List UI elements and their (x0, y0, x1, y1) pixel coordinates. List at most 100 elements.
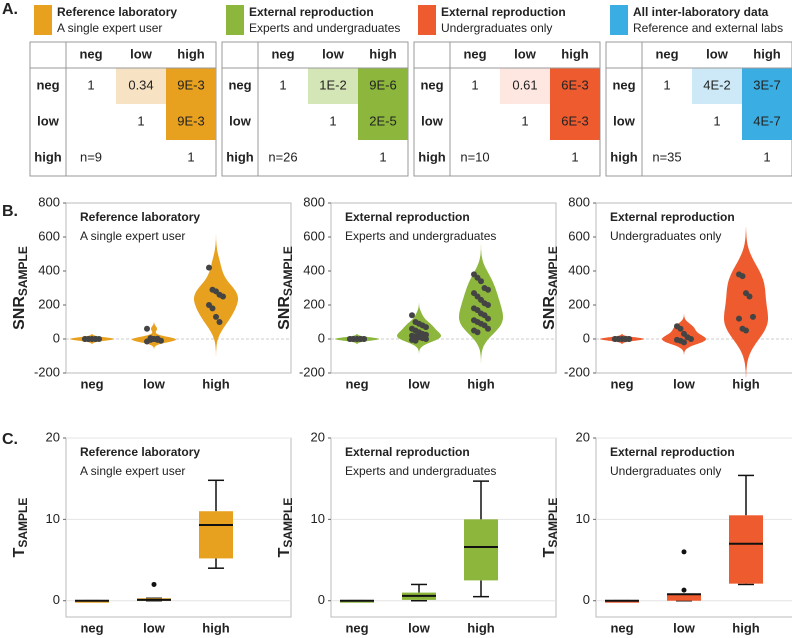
row-header: neg (420, 77, 443, 92)
box (464, 519, 498, 581)
box (199, 511, 233, 559)
chart-subtitle: A single expert user (80, 229, 185, 243)
chart-title: External reproduction (345, 210, 470, 224)
cell-value: 1E-2 (319, 77, 346, 92)
cell-value: 6E-3 (561, 113, 588, 128)
swatch (226, 5, 244, 35)
table-title: Reference laboratory (57, 5, 177, 19)
y-tick-label: 800 (568, 194, 590, 209)
y-tick-label: -200 (299, 364, 325, 379)
cell-value: 6E-3 (561, 77, 588, 92)
chart-subtitle: Experts and undergraduates (345, 464, 496, 478)
cell-fill (742, 104, 792, 140)
panel-label: B. (2, 203, 18, 220)
y-axis-label: TSAMPLE (11, 498, 30, 558)
data-point (485, 302, 491, 308)
data-point (677, 325, 684, 332)
y-tick-label: 10 (576, 511, 590, 526)
y-axis-label-sub: SAMPLE (16, 246, 30, 296)
cell-value: 1 (329, 113, 336, 128)
chart-title: External reproduction (610, 445, 735, 459)
x-tick-label: neg (345, 376, 368, 391)
cell-fill (358, 104, 408, 140)
column-header: neg (463, 46, 486, 61)
data-point (485, 315, 491, 322)
y-tick-label: 0 (53, 592, 60, 607)
x-tick-label: low (143, 376, 166, 391)
y-tick-label: 600 (303, 228, 325, 243)
y-axis-label-main: T (11, 547, 28, 557)
row-header: high (34, 149, 61, 164)
y-tick-label: 10 (311, 511, 325, 526)
cell-value: 9E-3 (177, 113, 204, 128)
column-header: neg (79, 46, 102, 61)
x-tick-label: neg (80, 376, 103, 391)
cell-value: 4E-2 (703, 77, 730, 92)
column-header: low (130, 46, 153, 61)
data-point (220, 293, 226, 300)
x-tick-label: high (467, 620, 494, 635)
cell-value: 3E-7 (753, 77, 780, 92)
cell-fill (692, 68, 742, 104)
y-axis-label: SNRSAMPLE (11, 246, 30, 330)
data-point (688, 336, 694, 342)
y-tick-label: 200 (303, 296, 325, 311)
x-tick-label: low (673, 620, 696, 635)
data-point (423, 324, 429, 331)
data-point (681, 339, 687, 346)
x-tick-label: high (202, 620, 229, 635)
cell-fill (166, 68, 216, 104)
cell-value: 1 (471, 77, 478, 92)
data-point (739, 273, 746, 280)
cell-value: 9E-6 (369, 77, 396, 92)
cell-value: 2E-5 (369, 113, 396, 128)
y-axis-label-sub: SAMPLE (281, 498, 295, 548)
row-header: neg (612, 77, 635, 92)
chart-subtitle: Experts and undergraduates (345, 229, 496, 243)
y-tick-label: 800 (303, 194, 325, 209)
cell-value: 0.34 (128, 77, 153, 92)
row-header: low (421, 113, 444, 128)
data-point (423, 336, 429, 342)
row-header: high (610, 149, 637, 164)
y-tick-label: -200 (34, 364, 60, 379)
table-subtitle: A single expert user (57, 21, 162, 35)
data-point (485, 286, 491, 293)
data-point (736, 315, 742, 322)
data-point (206, 264, 212, 271)
data-point (626, 336, 632, 342)
data-point (92, 336, 99, 342)
x-tick-label: neg (610, 620, 633, 635)
table-subtitle: Experts and undergraduates (249, 21, 400, 35)
panel-label: C. (2, 431, 18, 448)
cell-value: 1 (713, 113, 720, 128)
row-header: neg (228, 77, 251, 92)
data-point (750, 313, 756, 320)
table-title: External reproduction (249, 5, 374, 19)
column-header: high (369, 46, 396, 61)
x-tick-label: high (467, 376, 494, 391)
y-axis-label-sub: SAMPLE (546, 498, 560, 548)
cell-value: 1 (87, 77, 94, 92)
y-tick-label: 600 (568, 228, 590, 243)
y-tick-label: 200 (568, 296, 590, 311)
violin (724, 227, 768, 378)
y-axis-label-sub: SAMPLE (16, 498, 30, 548)
cell-fill (500, 68, 550, 104)
y-axis-label-main: SNR (541, 296, 558, 330)
x-tick-label: low (143, 620, 166, 635)
y-axis-label: SNRSAMPLE (541, 246, 560, 330)
row-header: low (37, 113, 60, 128)
chart-title: External reproduction (610, 210, 735, 224)
data-point (154, 335, 161, 342)
column-header: low (514, 46, 537, 61)
swatch (610, 5, 628, 35)
table-subtitle: Reference and external labs (633, 21, 783, 35)
y-tick-label: 200 (38, 296, 60, 311)
cell-value: 1 (137, 113, 144, 128)
y-axis-label-main: SNR (276, 296, 293, 330)
y-tick-label: 20 (311, 429, 325, 444)
chart-subtitle: A single expert user (80, 464, 185, 478)
plot-frame (595, 202, 792, 374)
